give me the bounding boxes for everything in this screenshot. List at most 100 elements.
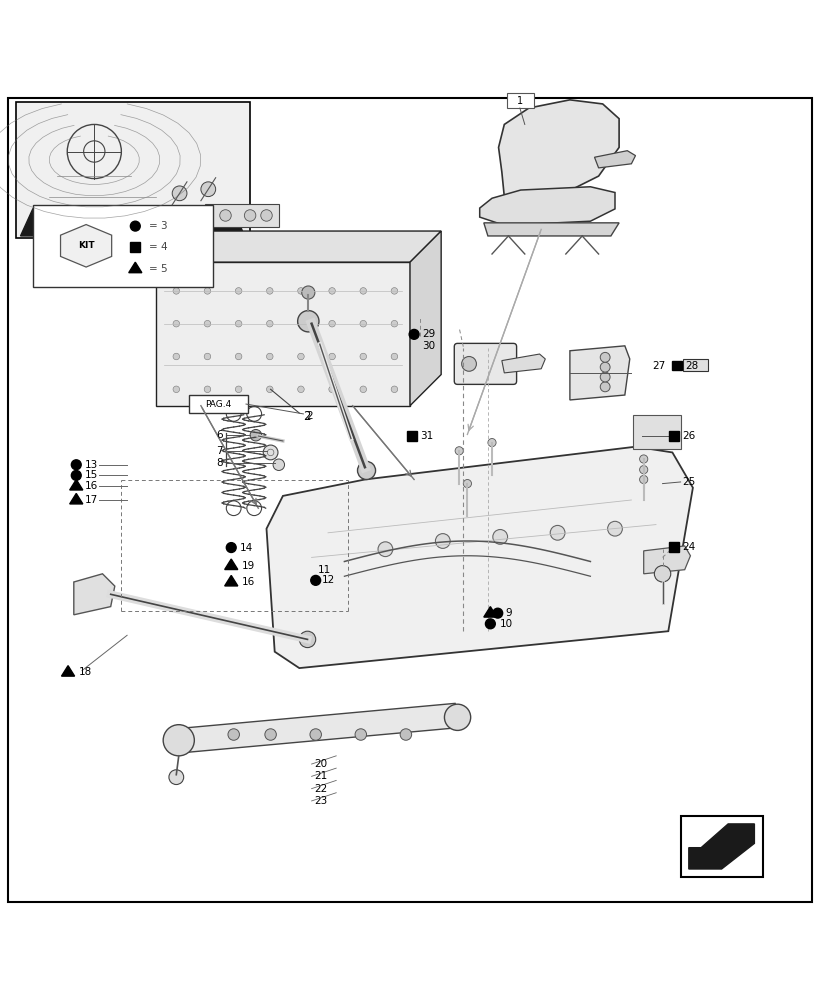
- Text: = 3: = 3: [149, 221, 168, 231]
- Circle shape: [235, 320, 242, 327]
- Circle shape: [297, 288, 304, 294]
- Circle shape: [435, 534, 450, 548]
- Text: 21: 21: [314, 771, 327, 781]
- Circle shape: [492, 608, 502, 618]
- Circle shape: [173, 386, 179, 393]
- Circle shape: [173, 353, 179, 360]
- Circle shape: [301, 286, 314, 299]
- Circle shape: [244, 210, 256, 221]
- Circle shape: [455, 447, 463, 455]
- Circle shape: [600, 362, 609, 372]
- Circle shape: [204, 386, 210, 393]
- Polygon shape: [483, 223, 618, 236]
- Text: 14: 14: [239, 543, 252, 553]
- Text: 2: 2: [303, 410, 310, 423]
- Text: 17: 17: [85, 495, 98, 505]
- Circle shape: [378, 542, 392, 557]
- Circle shape: [328, 288, 335, 294]
- Text: = 4: = 4: [149, 242, 168, 252]
- Circle shape: [391, 353, 397, 360]
- Text: 1: 1: [516, 96, 523, 106]
- Circle shape: [328, 386, 335, 393]
- Polygon shape: [20, 209, 244, 236]
- Circle shape: [310, 729, 321, 740]
- Circle shape: [204, 288, 210, 294]
- Text: 16: 16: [242, 577, 255, 587]
- Text: 13: 13: [85, 460, 98, 470]
- Text: 28: 28: [685, 361, 698, 371]
- Circle shape: [600, 372, 609, 382]
- Circle shape: [273, 459, 284, 470]
- Circle shape: [492, 530, 507, 544]
- Text: 20: 20: [314, 759, 327, 769]
- Text: PAG.4: PAG.4: [205, 400, 231, 409]
- Text: 2: 2: [306, 411, 313, 421]
- Circle shape: [169, 770, 183, 785]
- Polygon shape: [224, 575, 238, 586]
- Text: 12: 12: [322, 575, 335, 585]
- Text: 6: 6: [216, 430, 223, 440]
- Bar: [632, 415, 680, 449]
- Circle shape: [550, 525, 564, 540]
- Polygon shape: [483, 607, 496, 617]
- Text: KIT: KIT: [78, 241, 94, 250]
- Text: 18: 18: [79, 667, 92, 677]
- Circle shape: [391, 386, 397, 393]
- Bar: [672, 361, 681, 370]
- FancyBboxPatch shape: [454, 343, 516, 384]
- Circle shape: [485, 619, 495, 629]
- Text: 24: 24: [681, 542, 695, 552]
- Circle shape: [201, 182, 215, 197]
- Circle shape: [444, 704, 470, 730]
- Circle shape: [266, 288, 273, 294]
- Polygon shape: [643, 546, 690, 574]
- Circle shape: [355, 729, 366, 740]
- Polygon shape: [501, 354, 545, 373]
- Text: 8: 8: [216, 458, 223, 468]
- Polygon shape: [266, 447, 692, 668]
- Circle shape: [654, 566, 670, 582]
- Bar: [680, 816, 762, 877]
- Bar: [16, 102, 250, 238]
- Circle shape: [263, 445, 278, 460]
- Polygon shape: [61, 225, 111, 267]
- Circle shape: [266, 320, 273, 327]
- Polygon shape: [176, 703, 457, 753]
- Circle shape: [173, 320, 179, 327]
- Polygon shape: [70, 493, 83, 504]
- Circle shape: [204, 320, 210, 327]
- Bar: [668, 542, 678, 552]
- Text: 11: 11: [317, 565, 330, 575]
- Polygon shape: [479, 187, 614, 225]
- Circle shape: [463, 480, 471, 488]
- Bar: [406, 431, 416, 441]
- Text: 22: 22: [314, 784, 327, 794]
- Polygon shape: [129, 262, 142, 273]
- Circle shape: [357, 461, 375, 480]
- Circle shape: [297, 386, 304, 393]
- Polygon shape: [498, 100, 618, 201]
- Circle shape: [400, 729, 411, 740]
- Text: 29: 29: [422, 329, 435, 339]
- Text: 31: 31: [419, 431, 432, 441]
- Text: 23: 23: [314, 796, 327, 806]
- Circle shape: [297, 320, 304, 327]
- Bar: [682, 359, 707, 371]
- Bar: [506, 93, 533, 108]
- Circle shape: [265, 729, 276, 740]
- Circle shape: [487, 438, 495, 447]
- Circle shape: [235, 386, 242, 393]
- Circle shape: [360, 386, 366, 393]
- Circle shape: [310, 575, 320, 585]
- Bar: [33, 205, 213, 287]
- Circle shape: [204, 353, 210, 360]
- Circle shape: [71, 470, 81, 480]
- Text: 19: 19: [242, 561, 255, 571]
- Circle shape: [266, 386, 273, 393]
- Circle shape: [328, 320, 335, 327]
- Text: 16: 16: [85, 481, 98, 491]
- Polygon shape: [569, 346, 629, 400]
- Circle shape: [639, 466, 647, 474]
- Polygon shape: [74, 574, 115, 615]
- Text: 9: 9: [505, 608, 511, 618]
